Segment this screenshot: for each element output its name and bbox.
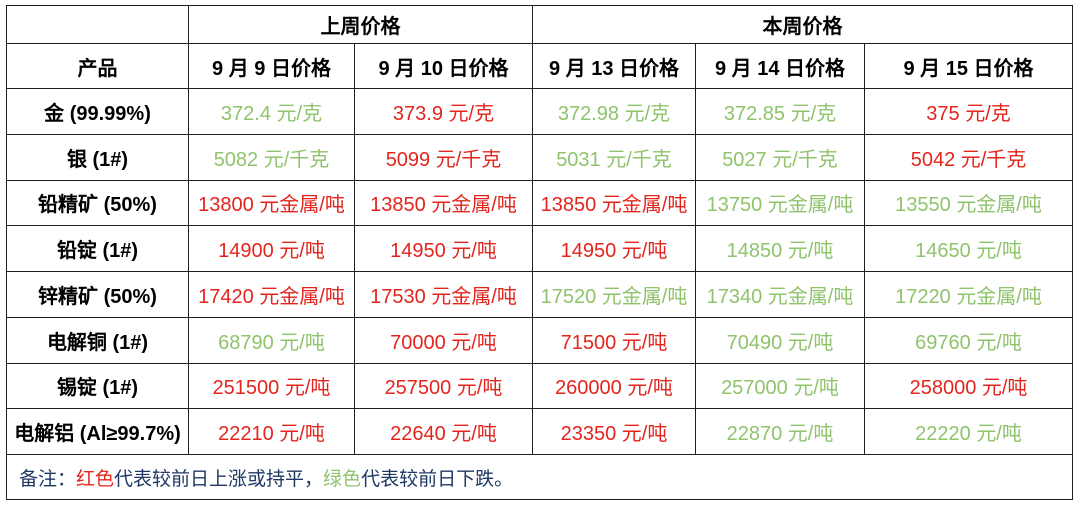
price-cell: 22210 元/吨 bbox=[188, 408, 355, 455]
table-row-gold: 金 (99.99%) 372.4 元/克 373.9 元/克 372.98 元/… bbox=[6, 88, 1074, 135]
table-row-copper: 电解铜 (1#) 68790 元/吨 70000 元/吨 71500 元/吨 7… bbox=[6, 316, 1074, 364]
price-cell: 5099 元/千克 bbox=[354, 133, 533, 181]
price-cell: 71500 元/吨 bbox=[532, 316, 696, 364]
price-cell: 17220 元金属/吨 bbox=[863, 271, 1074, 318]
table-row-lead-ingot: 铅锭 (1#) 14900 元/吨 14950 元/吨 14950 元/吨 14… bbox=[6, 225, 1074, 272]
price-cell: 258000 元/吨 bbox=[863, 362, 1074, 410]
price-cell: 14950 元/吨 bbox=[532, 225, 696, 272]
note-cell: 备注：红色代表较前日上涨或持平，绿色代表较前日下跌。 bbox=[5, 454, 1074, 500]
price-cell: 70490 元/吨 bbox=[695, 316, 865, 364]
price-cell: 14900 元/吨 bbox=[188, 225, 355, 272]
price-cell: 14850 元/吨 bbox=[695, 225, 865, 272]
price-cell: 13850 元金属/吨 bbox=[532, 179, 696, 227]
product-label: 金 (99.99%) bbox=[6, 88, 189, 135]
product-label: 铅锭 (1#) bbox=[6, 225, 189, 272]
price-cell: 14650 元/吨 bbox=[863, 225, 1074, 272]
price-cell: 13800 元金属/吨 bbox=[188, 179, 355, 227]
price-cell: 257000 元/吨 bbox=[695, 362, 865, 410]
price-cell: 17420 元金属/吨 bbox=[188, 271, 355, 318]
price-cell: 13750 元金属/吨 bbox=[695, 179, 865, 227]
price-cell: 17340 元金属/吨 bbox=[695, 271, 865, 318]
price-cell: 14950 元/吨 bbox=[354, 225, 533, 272]
column-header-sep14: 9 月 14 日价格 bbox=[695, 43, 865, 89]
column-header-sep10: 9 月 10 日价格 bbox=[354, 43, 533, 89]
price-cell: 23350 元/吨 bbox=[532, 408, 696, 455]
note-fall-text: 代表较前日下跌。 bbox=[361, 468, 514, 490]
price-cell: 22870 元/吨 bbox=[695, 408, 865, 455]
product-label: 银 (1#) bbox=[6, 133, 189, 181]
note-row: 备注：红色代表较前日上涨或持平，绿色代表较前日下跌。 bbox=[5, 454, 1074, 500]
note-green-word: 绿色 bbox=[323, 468, 362, 490]
price-cell: 70000 元/吨 bbox=[354, 316, 533, 364]
group-this-week: 本周价格 bbox=[531, 5, 1074, 44]
table-row-aluminum: 电解铝 (Al≥99.7%) 22210 元/吨 22640 元/吨 23350… bbox=[6, 408, 1074, 455]
price-cell: 13850 元金属/吨 bbox=[354, 179, 533, 227]
product-label: 铅精矿 (50%) bbox=[6, 179, 189, 227]
table-row-tin-ingot: 锡锭 (1#) 251500 元/吨 257500 元/吨 260000 元/吨… bbox=[6, 362, 1074, 410]
price-cell: 375 元/克 bbox=[863, 88, 1074, 135]
corner-cell bbox=[6, 5, 189, 44]
product-label: 锡锭 (1#) bbox=[6, 362, 189, 410]
column-header-product: 产品 bbox=[6, 43, 189, 89]
price-cell: 69760 元/吨 bbox=[863, 316, 1074, 364]
column-header-sep13: 9 月 13 日价格 bbox=[532, 43, 696, 89]
price-cell: 17530 元金属/吨 bbox=[354, 271, 533, 318]
price-cell: 5082 元/千克 bbox=[188, 133, 355, 181]
table-row-silver: 银 (1#) 5082 元/千克 5099 元/千克 5031 元/千克 502… bbox=[6, 133, 1074, 181]
group-last-week: 上周价格 bbox=[188, 5, 533, 44]
table-row-lead-concentrate: 铅精矿 (50%) 13800 元金属/吨 13850 元金属/吨 13850 … bbox=[6, 179, 1074, 227]
metal-price-table: 上周价格 本周价格 产品 9 月 9 日价格 9 月 10 日价格 9 月 13… bbox=[5, 5, 1074, 500]
note-prefix: 备注： bbox=[19, 468, 77, 490]
product-label: 锌精矿 (50%) bbox=[6, 271, 189, 318]
price-cell: 17520 元金属/吨 bbox=[532, 271, 696, 318]
header-group-row: 上周价格 本周价格 bbox=[6, 5, 1074, 44]
price-cell: 5027 元/千克 bbox=[695, 133, 865, 181]
column-header-sep15: 9 月 15 日价格 bbox=[863, 43, 1074, 89]
note-rise-text: 代表较前日上涨或持平， bbox=[114, 468, 324, 490]
price-cell: 5042 元/千克 bbox=[863, 133, 1074, 181]
price-cell: 251500 元/吨 bbox=[188, 362, 355, 410]
price-cell: 373.9 元/克 bbox=[354, 88, 533, 135]
price-cell: 5031 元/千克 bbox=[532, 133, 696, 181]
price-cell: 68790 元/吨 bbox=[188, 316, 355, 364]
product-label: 电解铝 (Al≥99.7%) bbox=[6, 408, 189, 455]
header-column-row: 产品 9 月 9 日价格 9 月 10 日价格 9 月 13 日价格 9 月 1… bbox=[6, 43, 1074, 89]
price-cell: 372.85 元/克 bbox=[695, 88, 865, 135]
product-label: 电解铜 (1#) bbox=[6, 316, 189, 364]
price-cell: 257500 元/吨 bbox=[354, 362, 533, 410]
price-cell: 22220 元/吨 bbox=[863, 408, 1074, 455]
price-cell: 22640 元/吨 bbox=[354, 408, 533, 455]
table-row-zinc-concentrate: 锌精矿 (50%) 17420 元金属/吨 17530 元金属/吨 17520 … bbox=[6, 271, 1074, 318]
price-cell: 13550 元金属/吨 bbox=[863, 179, 1074, 227]
price-cell: 372.98 元/克 bbox=[532, 88, 696, 135]
price-cell: 372.4 元/克 bbox=[188, 88, 355, 135]
column-header-sep9: 9 月 9 日价格 bbox=[188, 43, 355, 89]
metal-price-table-wrap: 上周价格 本周价格 产品 9 月 9 日价格 9 月 10 日价格 9 月 13… bbox=[5, 5, 1074, 500]
note-red-word: 红色 bbox=[76, 468, 115, 490]
price-cell: 260000 元/吨 bbox=[532, 362, 696, 410]
